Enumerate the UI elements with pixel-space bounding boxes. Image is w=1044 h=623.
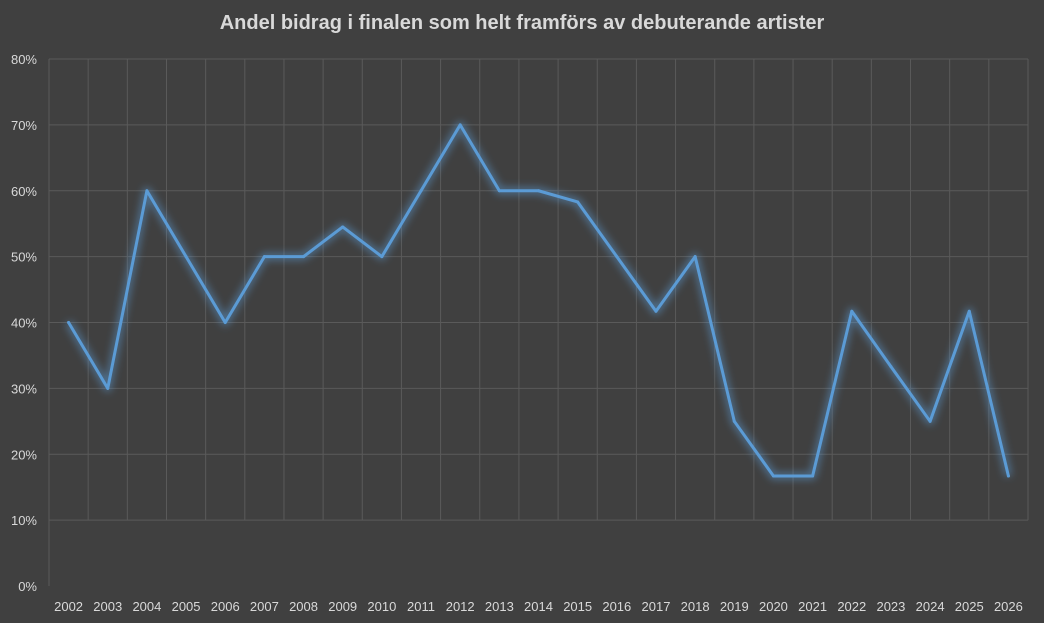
data-point [302,255,306,259]
y-tick-label: 0% [18,579,37,594]
data-point [615,255,619,259]
data-point [693,255,697,259]
data-point [654,309,658,313]
x-tick-label: 2011 [407,599,435,614]
data-point [576,200,580,204]
x-tick-label: 2022 [837,599,866,614]
x-tick-label: 2006 [211,599,240,614]
x-tick-label: 2012 [446,599,475,614]
data-point [732,419,736,423]
y-tick-label: 10% [11,513,37,528]
y-tick-label: 20% [11,447,37,462]
data-point [458,123,462,127]
x-tick-label: 2017 [642,599,671,614]
x-tick-label: 2014 [524,599,553,614]
data-point [497,189,501,193]
x-tick-label: 2013 [485,599,514,614]
y-tick-label: 40% [11,316,37,331]
data-point [419,189,423,193]
x-tick-label: 2025 [955,599,984,614]
x-tick-label: 2007 [250,599,279,614]
data-point [262,255,266,259]
x-tick-label: 2024 [916,599,945,614]
series-glow [65,121,1012,480]
data-point [184,255,188,259]
data-point [380,255,384,259]
data-point [967,309,971,313]
data-point [341,225,345,229]
data-point [145,189,149,193]
data-point [1006,474,1010,478]
x-tick-label: 2009 [328,599,357,614]
x-tick-label: 2020 [759,599,788,614]
x-tick-label: 2005 [172,599,201,614]
chart-title: Andel bidrag i finalen som helt framförs… [219,12,825,34]
y-tick-label: 60% [11,184,37,199]
x-tick-label: 2021 [798,599,827,614]
x-tick-label: 2010 [367,599,396,614]
x-tick-label: 2003 [93,599,122,614]
data-point [67,321,71,324]
x-tick-label: 2004 [132,599,161,614]
x-tick-label: 2019 [720,599,749,614]
data-point [106,386,110,390]
data-point [537,189,540,193]
data-point [771,474,775,478]
y-tick-label: 80% [11,52,37,67]
x-tick-label: 2023 [876,599,905,614]
data-point [928,419,932,423]
y-tick-label: 30% [11,381,37,396]
data-point [223,321,227,324]
x-tick-label: 2015 [563,599,592,614]
x-tick-label: 2018 [681,599,710,614]
x-tick-label: 2016 [602,599,631,614]
data-point [811,474,815,478]
data-point [889,365,893,369]
x-tick-label: 2026 [994,599,1023,614]
y-tick-label: 70% [11,118,37,133]
x-tick-label: 2002 [54,599,83,614]
x-tick-label: 2008 [289,599,318,614]
y-tick-label: 50% [11,250,37,265]
data-point [850,309,854,313]
